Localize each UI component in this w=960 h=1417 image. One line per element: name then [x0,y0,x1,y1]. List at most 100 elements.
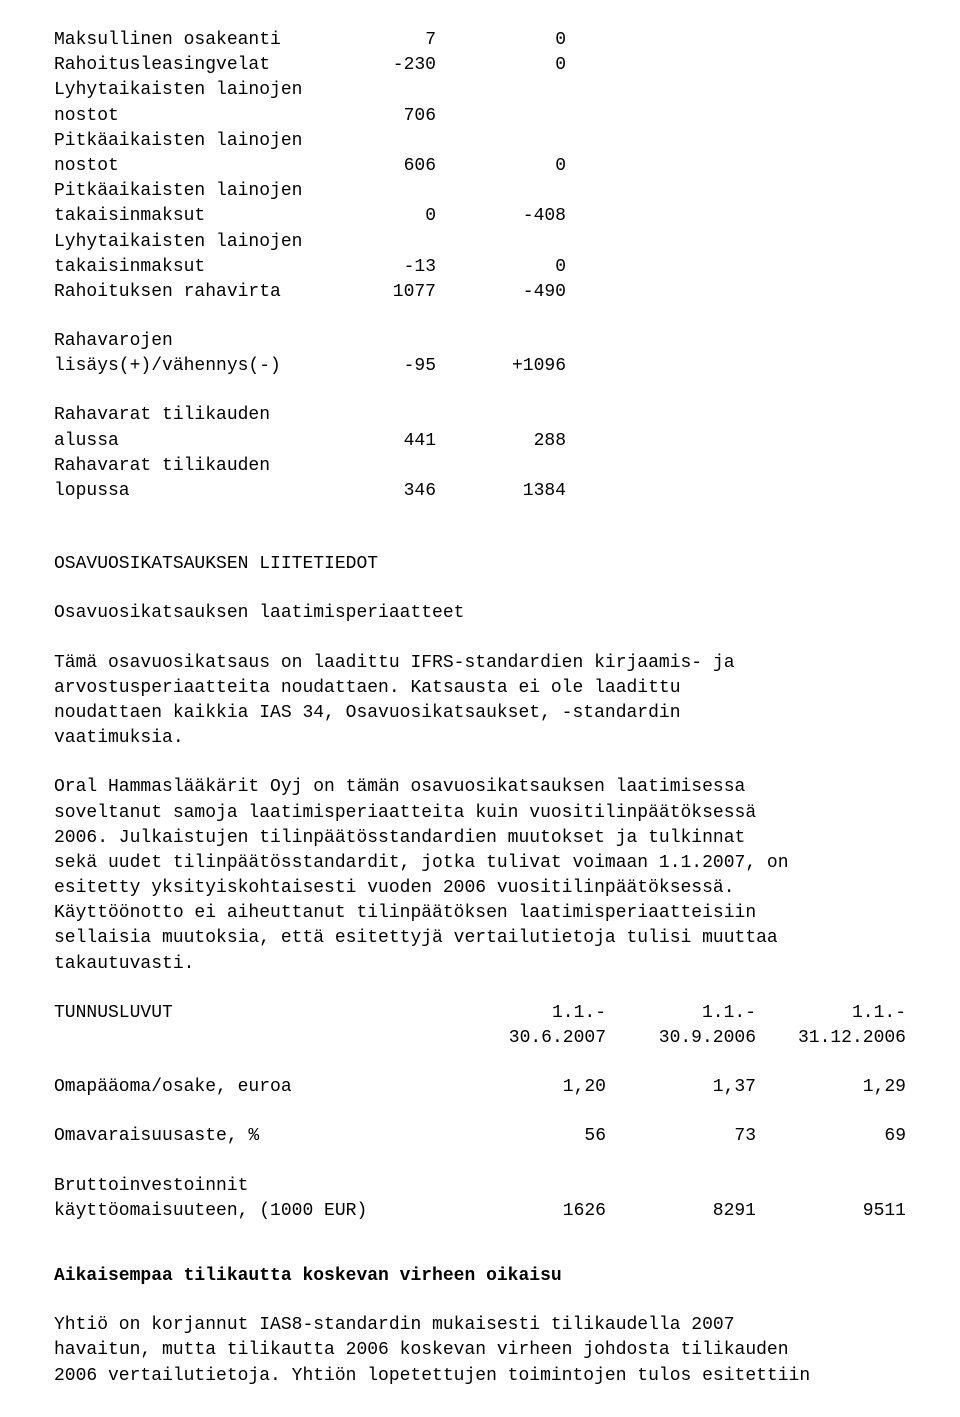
row-value [306,454,436,479]
table-row: nostot 606 0 [54,154,906,179]
table-row: lopussa 346 1384 [54,479,906,504]
row-value [436,329,566,354]
row-value: 0 [436,53,566,78]
row-value: -408 [436,204,566,229]
row-value: -230 [306,53,436,78]
row-value: +1096 [436,354,566,379]
row-value: 0 [306,204,436,229]
notes-paragraph: Tämä osavuosikatsaus on laadittu IFRS-st… [54,651,906,752]
row-value: 9511 [756,1199,906,1224]
row-value [306,179,436,204]
row-value: 0 [436,154,566,179]
col-header: 1.1.- [456,1001,606,1026]
row-value: -13 [306,255,436,280]
row-label: Pitkäaikaisten lainojen [54,129,306,154]
row-value: 606 [306,154,436,179]
col-header: 31.12.2006 [756,1026,906,1051]
row-value [306,129,436,154]
notes-subtitle: Osavuosikatsauksen laatimisperiaatteet [54,601,906,626]
row-label: nostot [54,104,306,129]
table-row: lisäys(+)/vähennys(-) -95 +1096 [54,354,906,379]
table-row: Pitkäaikaisten lainojen [54,179,906,204]
row-value [306,230,436,255]
row-label: Omapääoma/osake, euroa [54,1075,292,1100]
keyfigures-header: TUNNUSLUVUT 1.1.- 1.1.- 1.1.- [54,1001,906,1026]
row-value: 0 [436,28,566,53]
row-value: 288 [436,429,566,454]
row-value [306,329,436,354]
row-value [436,179,566,204]
table-row: Bruttoinvestoinnit [54,1174,906,1199]
row-value: 1384 [436,479,566,504]
table-row: Lyhytaikaisten lainojen [54,230,906,255]
keyfigures-title: TUNNUSLUVUT [54,1001,173,1026]
row-value: 1,37 [606,1075,756,1100]
table-row: Rahavarat tilikauden [54,403,906,428]
row-value: 1,20 [456,1075,606,1100]
cashflow-table: Maksullinen osakeanti 7 0 Rahoitusleasin… [54,28,906,504]
table-row: Rahoituksen rahavirta 1077 -490 [54,280,906,305]
row-value [756,1174,906,1199]
row-label: Rahoituksen rahavirta [54,280,306,305]
table-row: takaisinmaksut 0 -408 [54,204,906,229]
row-label: Lyhytaikaisten lainojen [54,78,306,103]
keyfigures-table: TUNNUSLUVUT 1.1.- 1.1.- 1.1.- 30.6.2007 … [54,1001,906,1224]
notes-title: OSAVUOSIKATSAUKSEN LIITETIEDOT [54,552,906,577]
row-label: käyttöomaisuuteen, (1000 EUR) [54,1199,367,1224]
row-value: 1626 [456,1199,606,1224]
row-value [306,403,436,428]
row-label: Lyhytaikaisten lainojen [54,230,306,255]
row-value: -490 [436,280,566,305]
row-value: 441 [306,429,436,454]
row-value: 346 [306,479,436,504]
table-row: Rahavarat tilikauden [54,454,906,479]
row-value [436,104,566,129]
row-label: takaisinmaksut [54,255,306,280]
row-value: 7 [306,28,436,53]
col-header: 30.6.2007 [456,1026,606,1051]
table-row: Omavaraisuusaste, % 56 73 69 [54,1124,906,1149]
row-value: 69 [756,1124,906,1149]
col-header: 1.1.- [606,1001,756,1026]
row-value [436,403,566,428]
row-value [606,1174,756,1199]
row-label: Rahavarat tilikauden [54,403,306,428]
table-row: Omapääoma/osake, euroa 1,20 1,37 1,29 [54,1075,906,1100]
row-value [306,78,436,103]
row-value: -95 [306,354,436,379]
row-value: 73 [606,1124,756,1149]
row-label: nostot [54,154,306,179]
row-value [436,129,566,154]
row-value [436,454,566,479]
table-row: Maksullinen osakeanti 7 0 [54,28,906,53]
table-row: Rahavarojen [54,329,906,354]
row-label: Omavaraisuusaste, % [54,1124,259,1149]
col-header: 30.9.2006 [606,1026,756,1051]
row-label: Rahoitusleasingvelat [54,53,306,78]
row-label: Rahavarojen [54,329,306,354]
row-value: 1077 [306,280,436,305]
correction-paragraph: Yhtiö on korjannut IAS8-standardin mukai… [54,1313,906,1389]
table-row: Rahoitusleasingvelat -230 0 [54,53,906,78]
row-label: lisäys(+)/vähennys(-) [54,354,306,379]
row-label: Maksullinen osakeanti [54,28,306,53]
row-label: Bruttoinvestoinnit [54,1174,248,1199]
row-value: 706 [306,104,436,129]
col-header: 1.1.- [756,1001,906,1026]
table-row: takaisinmaksut -13 0 [54,255,906,280]
table-row: alussa 441 288 [54,429,906,454]
row-value: 56 [456,1124,606,1149]
row-value: 0 [436,255,566,280]
table-row: Pitkäaikaisten lainojen [54,129,906,154]
correction-heading: Aikaisempaa tilikautta koskevan virheen … [54,1264,906,1289]
row-value [436,230,566,255]
table-row: käyttöomaisuuteen, (1000 EUR) 1626 8291 … [54,1199,906,1224]
row-value [456,1174,606,1199]
notes-paragraph: Oral Hammaslääkärit Oyj on tämän osavuos… [54,775,906,977]
table-row: nostot 706 [54,104,906,129]
row-label: Pitkäaikaisten lainojen [54,179,306,204]
keyfigures-header: 30.6.2007 30.9.2006 31.12.2006 [54,1026,906,1051]
row-value: 1,29 [756,1075,906,1100]
row-value: 8291 [606,1199,756,1224]
row-label: Rahavarat tilikauden [54,454,306,479]
